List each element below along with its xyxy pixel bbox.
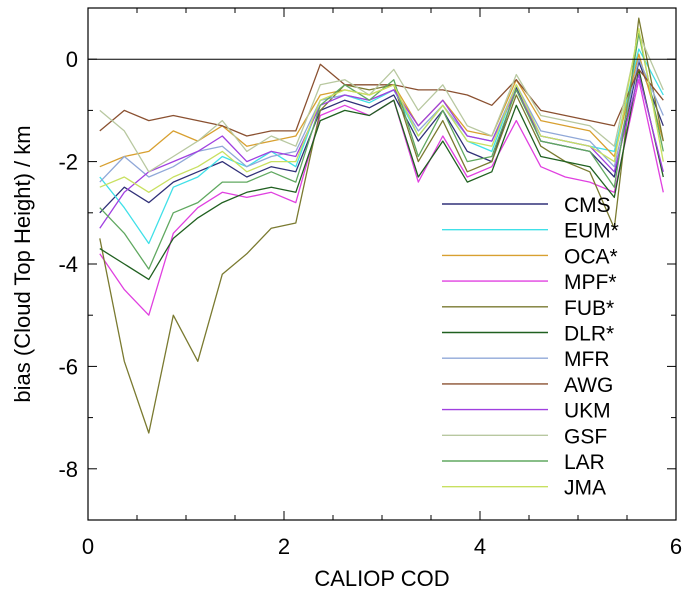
legend-label: AWG: [564, 374, 613, 397]
y-tick-label: -6: [58, 354, 78, 379]
y-tick-label: -2: [58, 150, 78, 175]
y-tick-label: -8: [58, 457, 78, 482]
legend-label: MFR: [564, 348, 610, 371]
legend-label: JMA: [564, 477, 606, 500]
x-axis-title: CALIOP COD: [314, 566, 449, 591]
series-line-fub-star: [99, 17, 664, 434]
legend-label: DLR*: [564, 323, 614, 346]
legend-label: LAR: [564, 451, 605, 474]
y-tick-label: 0: [66, 47, 78, 72]
legend-label: OCA*: [564, 245, 618, 268]
legend-label: EUM*: [564, 220, 619, 243]
x-tick-label: 6: [670, 534, 682, 559]
legend-label: FUB*: [564, 297, 614, 320]
legend-label: MPF*: [564, 271, 617, 294]
y-axis-title: bias (Cloud Top Height) / km: [10, 125, 35, 402]
legend-label: GSF: [564, 425, 607, 448]
ticks-layer: 0 2 4 6 0 -2 -4 -6 -8: [58, 7, 682, 559]
series-line-awg: [99, 63, 664, 137]
legend-label: UKM: [564, 400, 611, 423]
series-line-gsf: [99, 32, 664, 173]
series-layer: [99, 17, 664, 434]
x-tick-label: 0: [82, 534, 94, 559]
series-line-dlr-star: [99, 68, 664, 281]
y-tick-label: -4: [58, 252, 78, 277]
series-line-jma: [99, 27, 664, 193]
legend-label: CMS: [564, 194, 611, 217]
x-tick-label: 2: [278, 534, 290, 559]
series-line-mfr: [99, 58, 664, 183]
x-tick-label: 4: [474, 534, 486, 559]
